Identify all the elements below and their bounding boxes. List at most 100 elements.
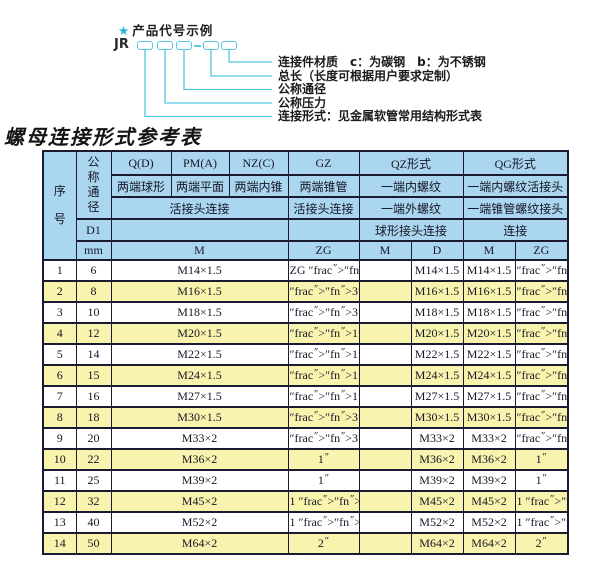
- qg-zg-cell: 1″: [514, 469, 569, 492]
- table-row: 920M33×2″frac″>″fn″>3″fd″>4″M33×2M33×2″f…: [42, 427, 569, 450]
- table-row: 28M16×1.5″frac″>″fn″>3″fd″>8″M16×1.5M16×…: [42, 280, 569, 303]
- m-value-cell: M39×2: [110, 469, 289, 492]
- qz-d-cell: M22×1.5: [410, 343, 464, 366]
- qz-d-cell: M33×2: [410, 427, 464, 450]
- table-row: 412M20×1.5″frac″>″fn″>1″fd″>2″M20×1.5M20…: [42, 322, 569, 345]
- dn-cell: 18: [75, 406, 112, 429]
- qz-m-cell: [358, 322, 412, 345]
- header-col-pm: PM(A): [170, 150, 230, 176]
- gz-value-cell: 1″: [287, 469, 360, 492]
- header-qz-desc1: 一端内螺纹: [358, 174, 464, 198]
- gz-value-cell: ″frac″>″fn″>3″fd″>4″: [287, 427, 360, 450]
- header-col-qd: Q(D): [110, 150, 172, 176]
- qg-zg-cell: ″frac″>″fn″>1″fd″>4″: [514, 259, 569, 282]
- gz-value-cell: ″frac″>″fn″>1″fd″>2″: [287, 385, 360, 408]
- dn-cell: 22: [75, 448, 112, 471]
- qg-m-cell: M20×1.5: [462, 322, 516, 345]
- dn-cell: 10: [75, 301, 112, 324]
- header-qz-desc2: 一端外螺纹: [358, 196, 464, 220]
- diagram-label-nominal-pressure: 公称压力: [278, 96, 327, 110]
- qg-m-cell: M24×1.5: [462, 364, 516, 387]
- qz-m-cell: [358, 385, 412, 408]
- qz-d-cell: M30×1.5: [410, 406, 464, 429]
- table-row: 11 25 M39×2 1″ M39×2 M39×2 1″: [42, 469, 569, 492]
- header-d1: D1: [75, 218, 112, 242]
- qz-m-cell: [358, 364, 412, 387]
- header-qz-m: M: [358, 240, 412, 261]
- seq-cell: 4: [42, 322, 77, 345]
- gz-value-cell: ″frac″>″fn″>1″fd″>2″: [287, 343, 360, 366]
- m-value-cell: M20×1.5: [110, 322, 289, 345]
- qz-m-cell: [358, 280, 412, 303]
- table-row: 10 22 M36×2 1″ M36×2 M36×2 1″: [42, 448, 569, 471]
- table-title: 螺母连接形式参考表: [4, 127, 202, 149]
- qg-m-cell: M14×1.5: [462, 259, 516, 282]
- nut-connection-reference-table: 序号 公称通径 Q(D) PM(A) NZ(C) GZ QZ形式 QG形式 两端…: [42, 150, 569, 555]
- header-col-nz: NZ(C): [228, 150, 289, 176]
- code-box-4: [203, 41, 219, 50]
- product-code-example-text: 产品代号示例: [132, 23, 214, 38]
- gz-value-cell: ″frac″>″fn″>3″fd″>4″: [287, 406, 360, 429]
- header-nz-desc: 两端内锥: [228, 174, 289, 198]
- qz-d-cell: M52×2: [410, 511, 464, 534]
- gz-value-cell: ″frac″>″fn″>3″fd″>8″: [287, 301, 360, 324]
- qz-d-cell: M24×1.5: [410, 364, 464, 387]
- header-col-qg: QG形式: [462, 150, 569, 176]
- qz-d-cell: M20×1.5: [410, 322, 464, 345]
- qg-m-cell: M30×1.5: [462, 406, 516, 429]
- qz-d-cell: M39×2: [410, 469, 464, 492]
- header-gz-connection: 活接头连接: [287, 196, 360, 220]
- dn-cell: 12: [75, 322, 112, 345]
- qg-zg-cell: 2″: [514, 532, 569, 555]
- qg-m-cell: M36×2: [462, 448, 516, 471]
- qg-m-cell: M64×2: [462, 532, 516, 555]
- qz-d-cell: M16×1.5: [410, 280, 464, 303]
- qg-zg-cell: ″frac″>″fn″>3″fd″>4″: [514, 427, 569, 450]
- qg-zg-cell: ″frac″>″fn″>1″fd″>2″: [514, 364, 569, 387]
- gz-value-cell: 1 ″frac″>″fn″>1″fd″>2″: [287, 511, 360, 534]
- header-qg-desc1: 一端内螺纹活接头: [462, 174, 569, 198]
- header-m-label: M: [110, 240, 289, 261]
- dn-cell: 15: [75, 364, 112, 387]
- gz-value-cell: ″frac″>″fn″>1″fd″>2″: [287, 364, 360, 387]
- code-box-5: [221, 41, 237, 50]
- qz-m-cell: [358, 427, 412, 450]
- header-union-connection: 活接头连接: [110, 196, 289, 220]
- seq-cell: 8: [42, 406, 77, 429]
- table-row: 716M27×1.5″frac″>″fn″>1″fd″>2″M27×1.5M27…: [42, 385, 569, 408]
- header-qz-d: D: [410, 240, 464, 261]
- qz-m-cell: [358, 511, 412, 534]
- gz-value-cell: ″frac″>″fn″>1″fd″>2″: [287, 322, 360, 345]
- seq-cell: 5: [42, 343, 77, 366]
- qg-zg-cell: ″frac″>″fn″>1″fd″>2″: [514, 322, 569, 345]
- seq-cell: 9: [42, 427, 77, 450]
- gz-value-cell: 1″: [287, 448, 360, 471]
- seq-cell: 10: [42, 448, 77, 471]
- qg-m-cell: M22×1.5: [462, 343, 516, 366]
- header-col-qz: QZ形式: [358, 150, 464, 176]
- header-zg-label: ZG: [287, 240, 360, 261]
- m-value-cell: M30×1.5: [110, 406, 289, 429]
- m-value-cell: M22×1.5: [110, 343, 289, 366]
- dn-cell: 40: [75, 511, 112, 534]
- code-dash: [194, 45, 201, 47]
- header-empty-span: [110, 218, 289, 242]
- header-gz-desc: 两端锥管: [287, 174, 360, 198]
- qz-d-cell: M45×2: [410, 490, 464, 513]
- header-nominal-diameter: 公称通径: [75, 150, 112, 220]
- seq-cell: 11: [42, 469, 77, 492]
- seq-cell: 6: [42, 364, 77, 387]
- header-qg-connection: 连接: [462, 218, 569, 242]
- table-header: 序号 公称通径 Q(D) PM(A) NZ(C) GZ QZ形式 QG形式 两端…: [42, 150, 569, 261]
- qz-d-cell: M36×2: [410, 448, 464, 471]
- qz-m-cell: [358, 490, 412, 513]
- qg-m-cell: M39×2: [462, 469, 516, 492]
- qg-m-cell: M45×2: [462, 490, 516, 513]
- gz-value-cell: ″frac″>″fn″>3″fd″>8″: [287, 280, 360, 303]
- dn-cell: 50: [75, 532, 112, 555]
- qg-zg-cell: ″frac″>″fn″>1″fd″>2″: [514, 385, 569, 408]
- code-box-1: [137, 41, 153, 50]
- star-icon: ★: [118, 23, 131, 38]
